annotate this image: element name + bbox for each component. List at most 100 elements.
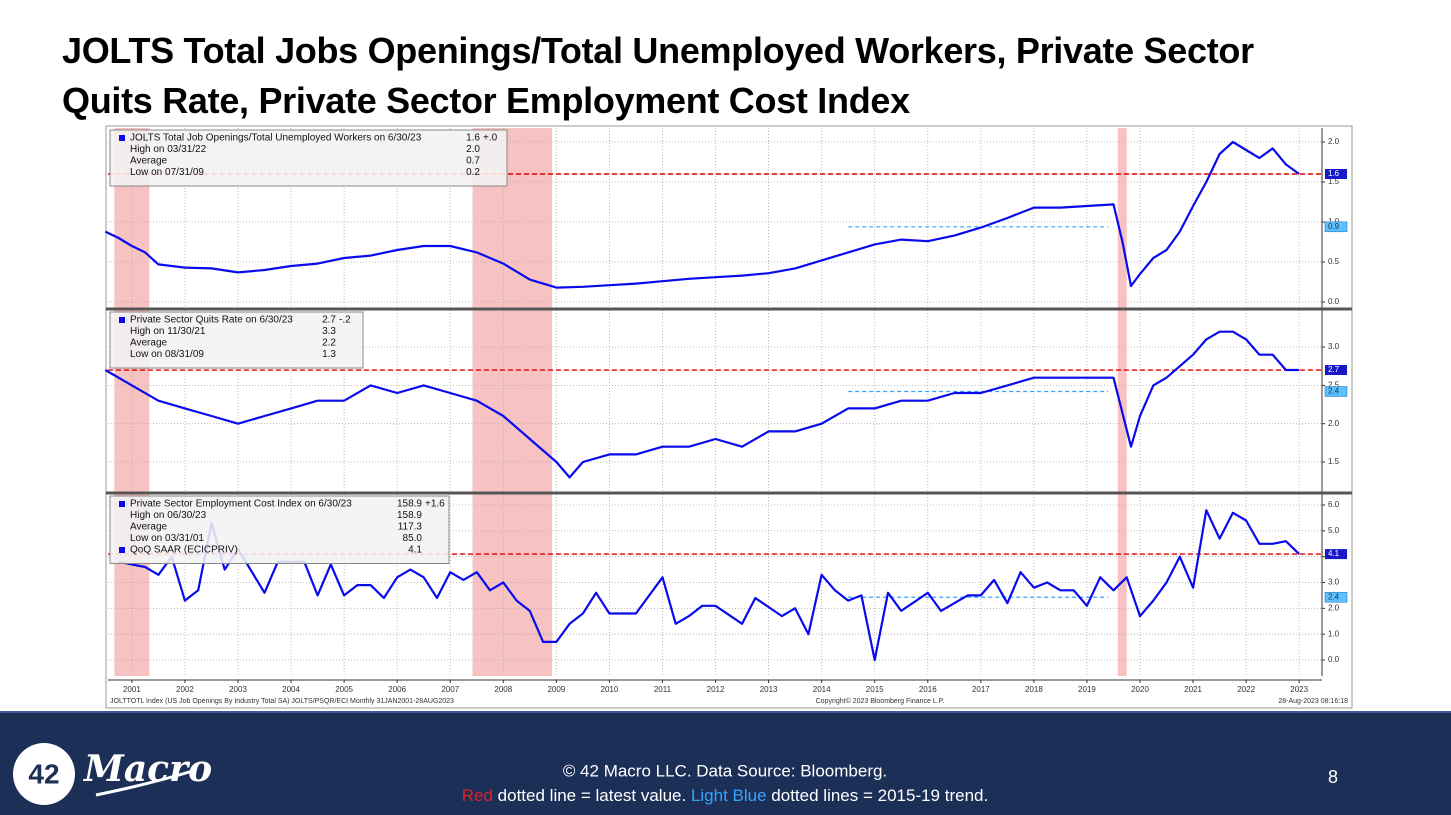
y-tick-label: 2.0 [1328, 137, 1340, 146]
y-tick-label: 0.0 [1328, 655, 1340, 664]
x-tick-label: 2002 [176, 685, 194, 694]
legend-label: High on 06/30/23 [130, 510, 207, 521]
recession-band [1117, 310, 1127, 492]
legend-value: 85.0 [403, 533, 423, 544]
y-tick-label: 2.5 [1328, 380, 1340, 389]
slide-title: JOLTS Total Jobs Openings/Total Unemploy… [62, 30, 1254, 121]
y-tick-label: 1.5 [1328, 457, 1340, 466]
legend-value: 117.3 [398, 522, 423, 533]
latest-value-label: 1.6 [1328, 169, 1340, 178]
y-tick-label: 0.0 [1328, 297, 1340, 306]
legend-value: 0.2 [466, 167, 480, 178]
y-tick-label: 0.5 [1328, 257, 1340, 266]
timestamp-note: 28-Aug-2023 08:16:18 [1278, 698, 1348, 705]
legend-value: 158.9 [397, 499, 422, 510]
panel: 1.5 2.0 2.5 3.0 2.4 2.7 Private Sector Quits R… [104, 310, 1348, 492]
legend-value: 1.6 [466, 133, 480, 144]
x-tick-label: 2004 [282, 685, 300, 694]
legend-swatch [119, 135, 125, 141]
legend-label: JOLTS Total Job Openings/Total Unemploye… [130, 133, 422, 144]
x-tick-label: 2021 [1184, 685, 1202, 694]
latest-value-label: 2.7 [1328, 365, 1340, 374]
x-tick-label: 2016 [919, 685, 937, 694]
footer-note-red: Red [462, 786, 493, 805]
trend-value-label: 0.9 [1328, 222, 1340, 231]
legend-value: 3.3 [322, 326, 336, 337]
legend-swatch [119, 501, 125, 507]
legend-box [109, 129, 508, 187]
legend-value: 158.9 [397, 510, 422, 521]
legend-change: +1.6 [425, 499, 445, 510]
x-tick-label: 2011 [654, 685, 672, 694]
logo-swash [95, 768, 197, 797]
trend-value-label: 2.4 [1328, 592, 1340, 601]
footer-line1: © 42 Macro LLC. Data Source: Bloomberg. [563, 761, 887, 780]
legend-label: Average [130, 338, 168, 349]
legend-value: 1.3 [322, 349, 336, 360]
latest-value-box [1325, 169, 1347, 179]
legend-label: Average [130, 522, 168, 533]
x-tick-label: 2001 [123, 685, 141, 694]
legend-value: 2.2 [322, 338, 336, 349]
footer-line2: Red dotted line = latest value. Light Bl… [462, 786, 988, 805]
footer-band [0, 712, 1451, 815]
legend-value: 4.1 [408, 545, 422, 556]
legend-label: High on 03/31/22 [130, 144, 207, 155]
y-tick-label: 3.0 [1328, 342, 1340, 351]
legend-label: QoQ SAAR (ECICPRIV) [130, 545, 238, 556]
x-tick-label: 2009 [547, 685, 565, 694]
legend-value: 0.7 [466, 156, 480, 167]
x-tick-label: 2008 [494, 685, 512, 694]
data-line [118, 509, 1300, 662]
logo-number: 42 [28, 758, 59, 789]
latest-value-label: 4.1 [1328, 549, 1340, 558]
x-tick-label: 2007 [441, 685, 459, 694]
x-tick-label: 2014 [813, 685, 831, 694]
page-number: 8 [1328, 767, 1338, 787]
legend-label: High on 11/30/21 [130, 326, 206, 337]
legend-box [109, 495, 450, 564]
x-tick-label: 2005 [335, 685, 353, 694]
x-tick-label: 2019 [1078, 685, 1096, 694]
latest-value-box [1325, 365, 1347, 376]
legend-label: Low on 08/31/09 [130, 349, 204, 360]
legend-swatch [119, 317, 125, 323]
x-tick-label: 2023 [1290, 685, 1308, 694]
legend-change: +.0 [483, 133, 498, 144]
x-tick-label: 2006 [388, 685, 406, 694]
footer-note: dotted lines = 2015-19 trend. [767, 786, 989, 805]
recession-band [472, 310, 553, 492]
latest-value-box [1325, 549, 1347, 560]
footer-note: dotted line = latest value. [493, 786, 691, 805]
legend-change: -.2 [339, 315, 351, 326]
recession-band [1117, 128, 1127, 308]
y-tick-label: 5.0 [1328, 526, 1340, 535]
x-tick-label: 2022 [1237, 685, 1255, 694]
chart-frame [105, 125, 1353, 709]
data-line [104, 330, 1300, 479]
legend-label: Private Sector Quits Rate on 6/30/23 [130, 315, 293, 326]
y-tick-label: 1.5 [1328, 177, 1340, 186]
x-tick-label: 2015 [866, 685, 884, 694]
trend-value-box [1324, 386, 1348, 397]
legend-label: Low on 03/31/01 [130, 533, 204, 544]
y-tick-label: 2.0 [1328, 603, 1340, 612]
legend-label: Average [130, 156, 168, 167]
source-note: JOLTTOTL Index (US Job Openings By Indus… [110, 698, 454, 705]
recession-band [472, 494, 553, 676]
legend-value: 2.0 [466, 144, 480, 155]
y-tick-label: 3.0 [1328, 578, 1340, 587]
x-tick-label: 2013 [760, 685, 778, 694]
y-tick-label: 6.0 [1328, 500, 1340, 509]
footer-note-blue: Light Blue [691, 786, 767, 805]
y-tick-label: 2.0 [1328, 419, 1340, 428]
legend-box [109, 311, 364, 369]
x-tick-label: 2018 [1025, 685, 1043, 694]
x-tick-label: 2020 [1131, 685, 1149, 694]
trend-value-box [1324, 591, 1348, 603]
x-tick-label: 2017 [972, 685, 990, 694]
data-line [104, 140, 1300, 289]
